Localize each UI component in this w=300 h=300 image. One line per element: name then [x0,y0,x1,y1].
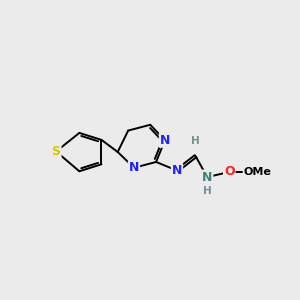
Text: OMe: OMe [243,167,271,177]
Text: O: O [224,166,235,178]
Text: H: H [203,187,212,196]
Text: N: N [129,161,139,174]
Text: N: N [172,164,182,177]
Text: H: H [191,136,200,146]
Text: S: S [52,145,61,158]
Text: N: N [160,134,170,147]
Text: N: N [202,171,212,184]
